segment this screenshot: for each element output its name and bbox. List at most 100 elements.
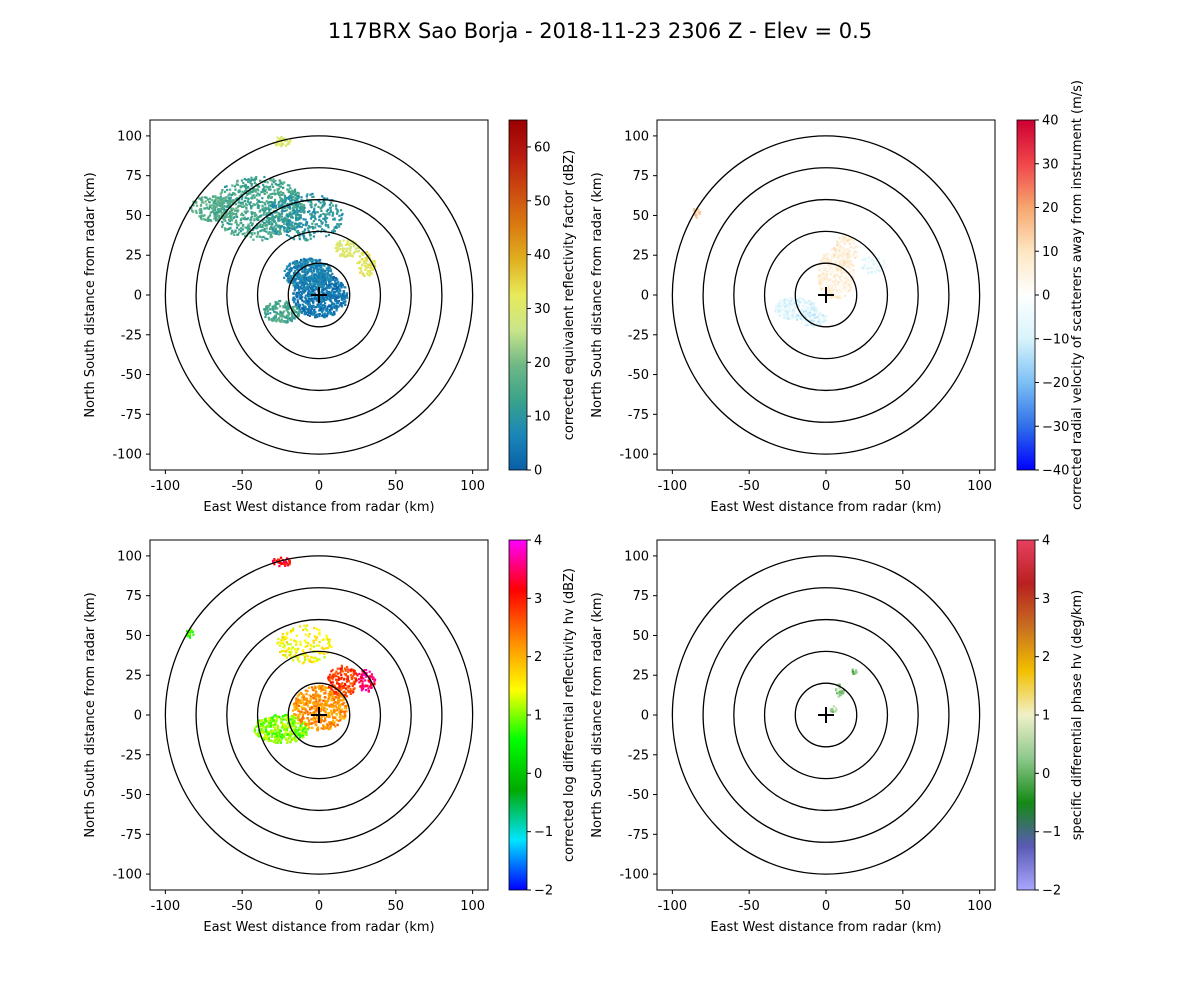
echo-pixel xyxy=(271,217,274,221)
echo-pixel xyxy=(297,203,300,206)
echo-pixel xyxy=(271,724,274,727)
echo-pixel xyxy=(253,181,256,184)
echo-pixel xyxy=(294,205,297,208)
echo-pixel xyxy=(302,732,305,735)
echo-pixel xyxy=(832,288,835,291)
echo-pixel xyxy=(819,260,823,263)
y-tick-label: 0 xyxy=(134,289,142,304)
radar-panel-2: -100 -50 0 50 100-100-75-50-250255075100East… xyxy=(590,80,1085,515)
echo-pixel xyxy=(845,260,848,263)
echo-pixel xyxy=(827,270,830,273)
echo-pixel xyxy=(291,198,294,202)
echo-pixel xyxy=(364,268,367,271)
echo-pixel xyxy=(250,212,254,215)
echo-pixel xyxy=(297,290,301,294)
echo-pixel xyxy=(230,200,233,203)
echo-pixel xyxy=(223,190,227,193)
echo-pixel xyxy=(310,212,314,215)
echo-pixel xyxy=(289,187,292,190)
echo-pixel xyxy=(269,724,272,727)
echo-pixel xyxy=(287,273,291,276)
echo-pixel xyxy=(840,280,843,283)
echo-pixel xyxy=(312,657,315,660)
echo-pixel xyxy=(303,698,306,701)
echo-pixel xyxy=(341,212,344,216)
echo-pixel xyxy=(353,687,356,690)
echo-pixel xyxy=(850,278,853,281)
echo-pixel xyxy=(315,720,318,723)
echo-pixel xyxy=(883,259,886,262)
echo-pixel xyxy=(205,203,208,206)
echo-pixel xyxy=(339,710,343,713)
echo-pixel xyxy=(262,235,265,239)
echo-pixel xyxy=(318,640,321,643)
echo-pixel xyxy=(843,276,846,279)
echo-pixel xyxy=(294,193,298,196)
echo-pixel xyxy=(334,305,337,308)
echo-pixel xyxy=(319,268,323,271)
echo-pixel xyxy=(835,265,839,268)
echo-pixel xyxy=(331,214,334,217)
echo-pixel xyxy=(819,323,822,326)
echo-pixel xyxy=(307,313,310,316)
echo-pixel xyxy=(231,229,234,232)
echo-pixel xyxy=(276,642,279,645)
echo-pixel xyxy=(838,283,841,286)
echo-pixel xyxy=(306,273,309,276)
echo-pixel xyxy=(291,732,294,736)
echo-pixel xyxy=(797,313,800,316)
echo-pixel xyxy=(341,703,344,706)
echo-pixel xyxy=(825,259,828,263)
echo-pixel xyxy=(328,721,331,724)
echo-pixel xyxy=(329,681,332,684)
echo-pixel xyxy=(295,219,298,222)
echo-pixel xyxy=(294,199,297,203)
echo-pixel xyxy=(211,204,214,207)
echo-pixel xyxy=(214,216,217,219)
echo-pixel xyxy=(224,215,227,218)
echo-pixel xyxy=(791,313,794,316)
echo-pixel xyxy=(207,207,210,210)
echo-pixel xyxy=(880,264,883,267)
echo-pixel xyxy=(361,682,364,685)
x-tick-label: 0 xyxy=(822,479,830,494)
echo-pixel xyxy=(363,669,366,672)
echo-pixel xyxy=(295,203,298,206)
echo-pixel xyxy=(834,278,838,281)
echo-pixel xyxy=(292,702,296,705)
colorbar-label: corrected radial velocity of scatterers … xyxy=(1070,80,1085,510)
echo-pixel xyxy=(277,734,280,737)
echo-pixel xyxy=(833,247,836,250)
echo-pixel xyxy=(246,227,249,230)
echo-pixel xyxy=(285,641,288,644)
echo-pixel xyxy=(817,276,820,279)
echo-pixel xyxy=(280,733,284,736)
echo-pixel xyxy=(316,259,319,262)
echo-pixel xyxy=(300,208,303,211)
echo-pixel xyxy=(852,281,855,284)
echo-pixel xyxy=(278,565,281,568)
echo-pixel xyxy=(285,562,288,565)
echo-pixel xyxy=(328,638,332,641)
echo-pixel xyxy=(333,684,336,687)
echo-pixel xyxy=(824,319,827,322)
echo-pixel xyxy=(306,689,309,693)
echo-pixel xyxy=(297,192,300,195)
echo-pixel xyxy=(226,213,229,216)
echo-pixel xyxy=(331,676,334,679)
echo-pixel xyxy=(289,718,292,721)
echo-pixel xyxy=(337,290,340,293)
echo-pixel xyxy=(338,705,341,708)
echo-pixel xyxy=(275,302,279,306)
echo-pixel xyxy=(331,290,334,293)
echo-pixel xyxy=(838,285,841,288)
echo-pixel xyxy=(231,208,234,212)
echo-pixel xyxy=(304,689,307,692)
echo-pixel xyxy=(789,297,792,300)
echo-pixel xyxy=(282,645,285,648)
echo-pixel xyxy=(346,292,349,295)
echo-pixel xyxy=(324,689,327,692)
echo-pixel xyxy=(314,203,317,206)
echo-pixel xyxy=(778,303,781,306)
echo-pixel xyxy=(341,293,344,296)
